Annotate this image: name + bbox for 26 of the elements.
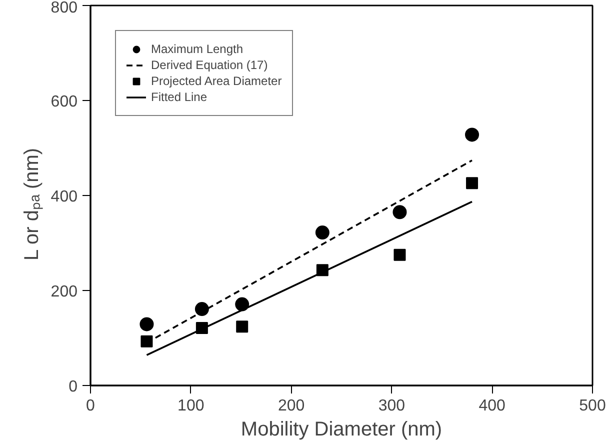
point [236,320,248,333]
y-tick-label: 0 [68,378,78,396]
x-tick-label: 300 [378,398,406,414]
y-tick-label: 600 [50,94,78,110]
point [465,128,480,142]
point [194,302,209,316]
y-axis-title: L or dₚₐ (nm) [20,148,43,260]
x-axis-title: Mobility Diameter (nm) [240,418,442,440]
point [394,248,406,261]
legend-label: Maximum Length [151,41,244,57]
y-tick-label: 800 [50,0,78,16]
point [140,335,153,348]
legend-label: Fitted Line [151,89,208,105]
point [315,226,330,240]
x-tick-label: 0 [86,398,96,414]
legend-label: Derived Equation (17) [151,57,268,73]
legend-label: Projected Area Diameter [151,73,282,89]
x-tick-label: 500 [579,398,606,414]
x-tick-label: 400 [478,398,506,414]
x-tick-label: 100 [178,398,204,414]
y-tick-label: 400 [50,188,78,206]
point [392,205,407,220]
x-tick-label: 200 [278,398,305,414]
point [466,177,478,190]
point [140,317,154,332]
y-tick-label: 200 [50,284,78,300]
